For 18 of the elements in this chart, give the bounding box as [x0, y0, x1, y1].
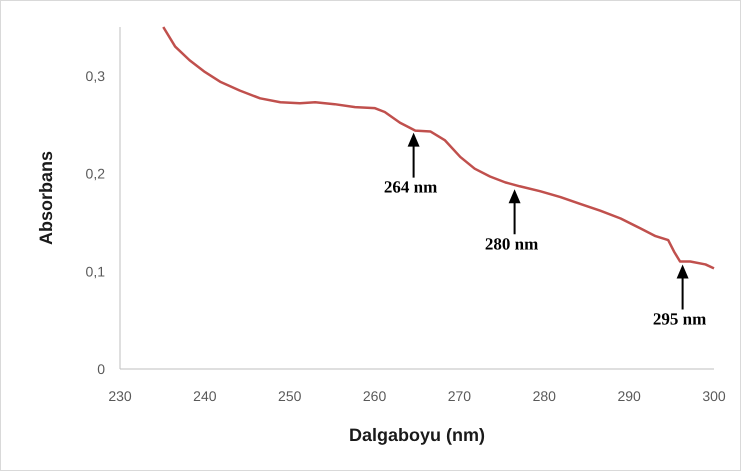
- y-axis-title: Absorbans: [36, 150, 56, 246]
- y-tick-label: 0: [97, 361, 106, 377]
- y-tick-label: 0,2: [86, 166, 106, 182]
- annotation: 280 nm: [484, 234, 538, 254]
- x-tick-label: 230: [108, 388, 132, 404]
- y-tick-label: 0,3: [86, 68, 106, 84]
- annotation: 295 nm: [652, 310, 706, 329]
- x-tick-label: 300: [702, 388, 726, 404]
- y-tick-label: 0,1: [86, 263, 106, 280]
- x-axis-title: Dalgaboyu (nm): [348, 425, 486, 445]
- x-tick-label: 250: [278, 388, 302, 404]
- x-tick-label: 240: [193, 388, 217, 404]
- x-tick-label: 260: [362, 388, 386, 404]
- x-tick-label: 290: [617, 388, 642, 404]
- x-tick-label: 270: [448, 388, 472, 404]
- annotation: 264 nm: [384, 178, 438, 197]
- x-tick-label: 280: [532, 388, 556, 404]
- line-series: [162, 26, 716, 270]
